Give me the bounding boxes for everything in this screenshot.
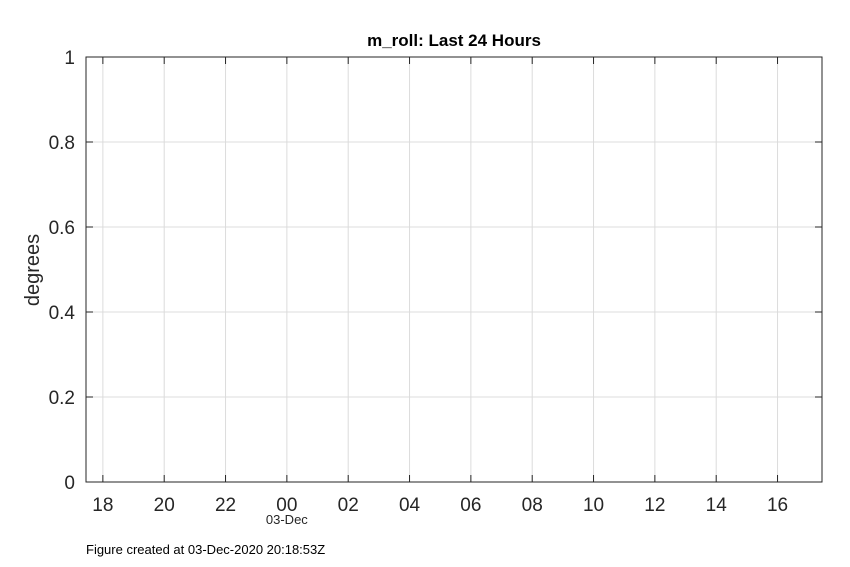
figure-created-note: Figure created at 03-Dec-2020 20:18:53Z <box>86 542 325 557</box>
y-tick-label: 0.4 <box>49 303 76 324</box>
y-tick-label: 0.6 <box>49 218 75 239</box>
x-tick-label: 10 <box>583 495 604 516</box>
x-tick-label: 18 <box>92 495 113 516</box>
x-tick-label: 20 <box>154 495 175 516</box>
y-tick-label: 0.2 <box>49 388 75 409</box>
x-tick-label: 08 <box>522 495 543 516</box>
y-axis-label: degrees <box>22 234 44 306</box>
x-tick-label: 22 <box>215 495 236 516</box>
x-tick-label: 12 <box>644 495 665 516</box>
y-tick-label: 1 <box>64 48 75 69</box>
x-tick-label: 02 <box>338 495 359 516</box>
chart-title: m_roll: Last 24 Hours <box>367 31 541 50</box>
x-tick-label: 04 <box>399 495 421 516</box>
x-tick-label: 06 <box>460 495 481 516</box>
plot-area <box>85 56 823 483</box>
x-date-label: 03-Dec <box>266 512 308 527</box>
x-tick-label: 14 <box>706 495 728 516</box>
x-tick-label: 00 <box>276 495 297 516</box>
y-tick-label: 0.8 <box>49 133 75 154</box>
y-tick-label: 0 <box>64 473 75 494</box>
grid <box>86 57 822 482</box>
x-tick-label: 16 <box>767 495 788 516</box>
